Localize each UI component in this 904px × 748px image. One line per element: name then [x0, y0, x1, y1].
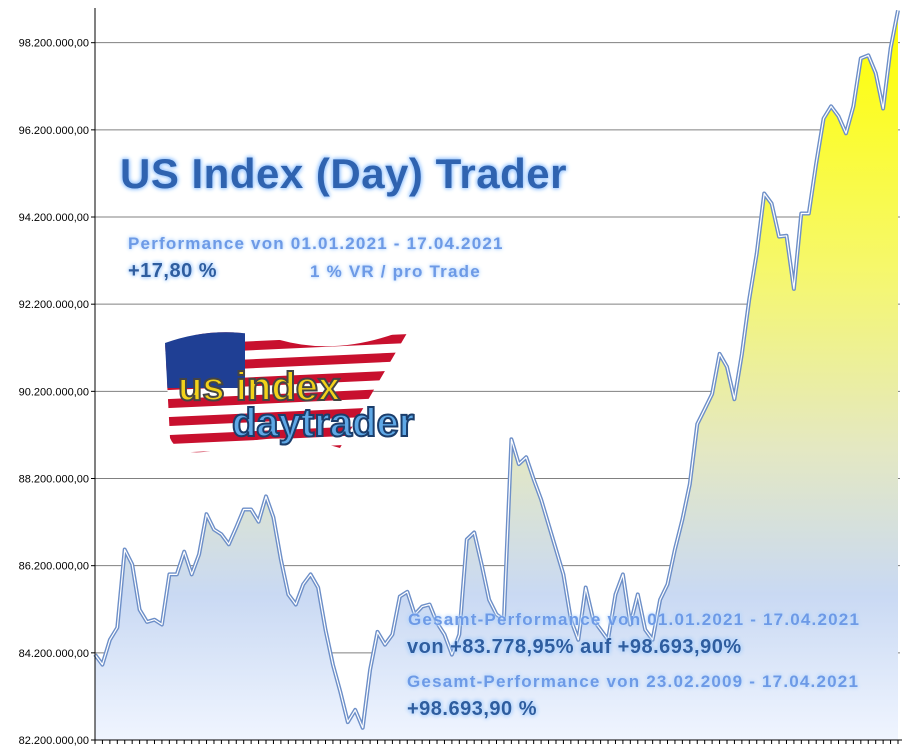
y-tick-label: 82.200.000,00 [19, 735, 89, 747]
total-performance-period-1: Gesamt-Performance von 01.01.2021 - 17.0… [408, 610, 861, 629]
y-tick-label: 86.200.000,00 [19, 561, 89, 573]
total-performance-value-1: von +83.778,95% auf +98.693,90% [407, 636, 742, 658]
logo-text-top: us index [178, 365, 340, 409]
equity-area [95, 10, 898, 740]
total-performance-value-2: +98.693,90 % [407, 698, 537, 720]
performance-value: +17,80 % [128, 260, 218, 282]
y-tick-label: 96.200.000,00 [19, 125, 89, 137]
total-performance-period-2: Gesamt-Performance von 23.02.2009 - 17.0… [407, 672, 860, 691]
y-tick-label: 90.200.000,00 [19, 386, 89, 398]
y-tick-label: 84.200.000,00 [19, 648, 89, 660]
risk-per-trade: 1 % VR / pro Trade [310, 262, 481, 281]
y-tick-label: 98.200.000,00 [19, 38, 89, 50]
logo-text-bottom: daytrader [232, 401, 414, 445]
y-tick-label: 94.200.000,00 [19, 212, 89, 224]
equity-line [94, 10, 899, 729]
y-tick-label: 92.200.000,00 [19, 299, 89, 311]
us-index-daytrader-logo: us index daytrader [165, 328, 415, 453]
chart-title: US Index (Day) Trader [120, 150, 567, 197]
performance-period: Performance von 01.01.2021 - 17.04.2021 [128, 234, 504, 253]
y-tick-label: 88.200.000,00 [19, 474, 89, 486]
